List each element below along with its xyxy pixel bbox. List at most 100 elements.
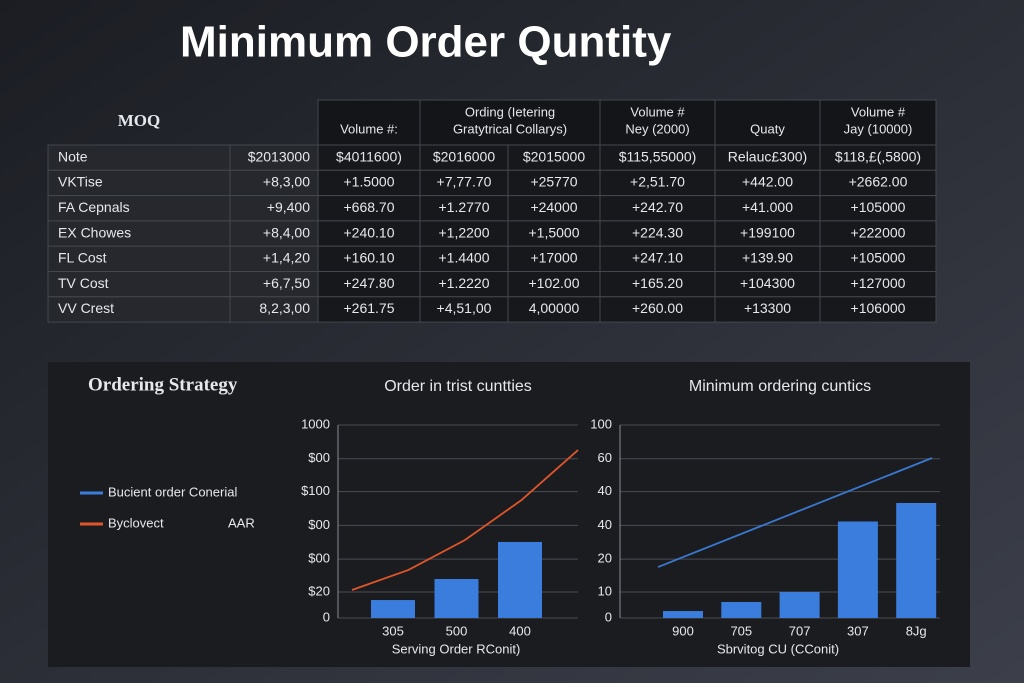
table-cell	[419, 245, 509, 272]
trend-line	[657, 457, 933, 568]
table-text: +1.2220	[439, 275, 490, 291]
bar	[837, 521, 878, 618]
table-cell	[714, 169, 821, 197]
y-tick-label: 100	[590, 416, 612, 431]
table-cell	[47, 271, 231, 298]
y-tick-label: 0	[605, 609, 612, 624]
table-cell	[819, 220, 937, 247]
table-cell	[419, 144, 509, 171]
table-text: +2,51.70	[630, 174, 685, 190]
table-text: +222000	[851, 224, 906, 240]
table-text: +17000	[530, 250, 577, 266]
table-text: +9,400	[267, 199, 310, 215]
table-text: +105000	[851, 199, 906, 215]
bar	[896, 502, 937, 618]
table-cell	[507, 144, 601, 171]
chart-title: Order in trist cuntties	[384, 378, 532, 395]
y-tick-label: $20	[308, 583, 330, 598]
table-cell	[317, 220, 421, 247]
legend-label: Byclovect	[108, 515, 164, 530]
table-text: Relauc£300)	[728, 148, 807, 164]
table-cell	[47, 296, 231, 323]
x-tick-label: 8Jg	[906, 623, 927, 638]
table-cell	[317, 144, 421, 171]
table-text: +1,2200	[439, 224, 490, 240]
table-header: Volume #	[851, 104, 906, 119]
table-text: $2015000	[523, 148, 586, 164]
table-text: +1,5000	[529, 224, 580, 240]
legend-note: AAR	[228, 515, 255, 530]
table-cell	[507, 169, 601, 197]
table-text: 8,2,3,00	[259, 300, 310, 316]
y-tick-label: 40	[598, 483, 612, 498]
table-cell	[599, 195, 716, 222]
table-cell	[419, 169, 509, 197]
y-tick-label: 10	[598, 583, 612, 598]
x-tick-label: 307	[847, 623, 869, 638]
strategy-title: Ordering Strategy	[88, 374, 238, 395]
table-text: +224.30	[632, 224, 683, 240]
y-tick-label: 1000	[301, 416, 330, 431]
y-tick-label: 0	[323, 609, 330, 624]
table-text: +442.00	[742, 174, 793, 190]
table-header: Jay (10000)	[844, 121, 913, 136]
y-tick-label: 40	[598, 517, 612, 532]
bar	[371, 600, 415, 618]
table-text: +165.20	[632, 275, 683, 291]
table-text: +2662.00	[849, 174, 908, 190]
table-text: FL Cost	[58, 250, 107, 266]
table-cell	[229, 169, 319, 197]
table-text: EX Chowes	[58, 224, 131, 240]
bar	[434, 579, 479, 618]
table-text: +8,4,00	[263, 224, 310, 240]
table-header: Gratytrical Collarys)	[453, 121, 567, 136]
table-cell	[229, 144, 319, 171]
table-text: +102.00	[529, 275, 580, 291]
table-header: Ording (Ietering	[465, 104, 555, 119]
table-text: +104300	[740, 275, 795, 291]
table-text: +24000	[530, 199, 577, 215]
x-tick-label: 900	[672, 623, 694, 638]
y-tick-label: 60	[598, 450, 612, 465]
table-text: +247.10	[632, 250, 683, 266]
table-text: $118,£(,5800)	[835, 148, 921, 164]
table-text: +7,77.70	[437, 174, 492, 190]
x-tick-label: 707	[789, 623, 811, 638]
table-text: +6,7,50	[263, 275, 310, 291]
table-cell	[47, 245, 231, 272]
table-text: TV Cost	[58, 275, 109, 291]
table-cell	[507, 296, 601, 323]
y-tick-label: $00	[308, 450, 330, 465]
table-cell	[419, 271, 509, 298]
table-header-bg	[317, 99, 937, 146]
table-text: +105000	[851, 250, 906, 266]
table-text: +160.10	[344, 250, 395, 266]
table-cell	[419, 195, 509, 222]
table-cell	[599, 271, 716, 298]
chart-title: Minimum ordering cuntics	[689, 378, 871, 395]
table-text: VV Crest	[58, 300, 114, 316]
y-tick-label: 20	[598, 551, 612, 566]
table-text: $4011600)	[336, 148, 402, 164]
table-text: +668.70	[344, 199, 395, 215]
bar	[721, 601, 762, 618]
table-text: +139.90	[742, 250, 793, 266]
table-cell	[317, 245, 421, 272]
table-text: +261.75	[344, 300, 395, 316]
bar	[663, 611, 703, 618]
x-tick-label: 500	[446, 623, 468, 638]
page-title: Minimum Order Quntity	[180, 18, 672, 67]
table-text: +41.000	[742, 199, 793, 215]
table-cell	[229, 195, 319, 222]
table-text: +1.5000	[344, 174, 395, 190]
table-text: $2016000	[433, 148, 496, 164]
table-text: +13300	[744, 300, 791, 316]
table-text: Note	[58, 148, 88, 164]
x-tick-label: 400	[509, 623, 531, 638]
table-header: MOQ	[118, 111, 161, 130]
table-text: 4,00000	[529, 300, 580, 316]
y-tick-label: $100	[301, 483, 330, 498]
x-axis-label: Sbrvitog CU (CConit)	[717, 641, 839, 656]
table-text: $2013000	[248, 148, 311, 164]
